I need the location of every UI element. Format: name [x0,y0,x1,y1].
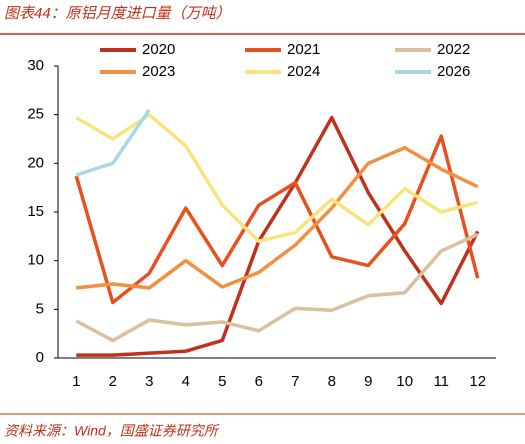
x-tick-label: 11 [433,373,449,390]
y-tick-label: 10 [27,252,44,269]
y-tick-label: 0 [36,349,44,366]
y-tick-label: 15 [27,203,44,220]
x-tick-label: 2 [109,373,117,390]
x-tick-label: 9 [364,373,372,390]
x-tick-label: 10 [396,373,413,390]
source: 资料来源：Wind，国盛证券研究所 [4,423,220,439]
x-tick-label: 3 [145,373,153,390]
series-line [76,115,480,357]
chart-title: 图表44：原铝月度进口量（万吨） [4,5,231,22]
x-tick-label: 4 [182,373,190,390]
x-tick-label: 5 [218,373,226,390]
legend-label: 2023 [142,63,175,80]
legend-label: 2024 [287,63,320,80]
x-tick-label: 8 [328,373,336,390]
y-tick-label: 5 [36,300,44,317]
series-line [75,112,479,243]
x-tick-label: 6 [255,373,263,390]
legend-label: 2022 [437,41,470,58]
legend-label: 2021 [287,41,320,58]
x-tick-label: 1 [72,373,80,390]
series-line [76,146,479,290]
legend-label: 2020 [142,41,175,58]
y-tick-label: 30 [27,57,44,74]
x-tick-label: 7 [291,373,299,390]
x-tick-label: 12 [469,373,486,390]
series-line [75,232,479,343]
series-line [74,134,480,305]
y-tick-label: 25 [27,106,44,123]
legend-label: 2026 [437,63,470,80]
y-tick-label: 20 [27,154,44,171]
series-line [75,108,151,177]
